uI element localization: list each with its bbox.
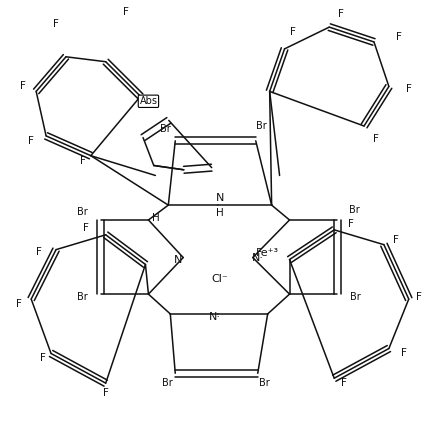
Text: F: F [16,299,22,309]
Text: F: F [393,235,399,245]
Text: Br: Br [350,292,360,302]
Text: Br: Br [162,378,173,388]
Text: F: F [36,247,42,256]
Text: Fe⁺³: Fe⁺³ [256,248,279,258]
Text: Br: Br [77,292,88,302]
Text: F: F [53,19,59,29]
Text: N·: N· [209,312,221,322]
Text: F: F [416,292,422,302]
Text: F: F [20,82,26,92]
Text: Br: Br [160,124,171,134]
Text: Br: Br [77,207,88,217]
Text: F: F [338,9,344,19]
Text: N: N [174,254,182,265]
Text: Br: Br [256,121,267,131]
Text: F: F [103,388,109,398]
Text: F: F [28,136,34,146]
Text: F: F [83,223,89,233]
Text: F: F [123,7,129,17]
Text: F: F [396,32,402,42]
Text: F: F [373,134,379,144]
Text: N: N [216,193,224,203]
Text: F: F [341,378,347,388]
Text: F: F [348,219,354,229]
Text: F: F [40,353,46,363]
Text: F: F [401,349,407,358]
Text: F: F [406,85,412,95]
Text: Br: Br [349,205,359,215]
Text: H: H [216,208,224,218]
Text: F: F [289,27,295,37]
Text: Cl⁻: Cl⁻ [212,274,229,284]
Text: H: H [152,213,159,223]
Text: Abs: Abs [140,96,157,106]
Text: N·: N· [252,253,264,263]
Text: Br: Br [259,378,270,388]
Text: F: F [80,156,86,166]
